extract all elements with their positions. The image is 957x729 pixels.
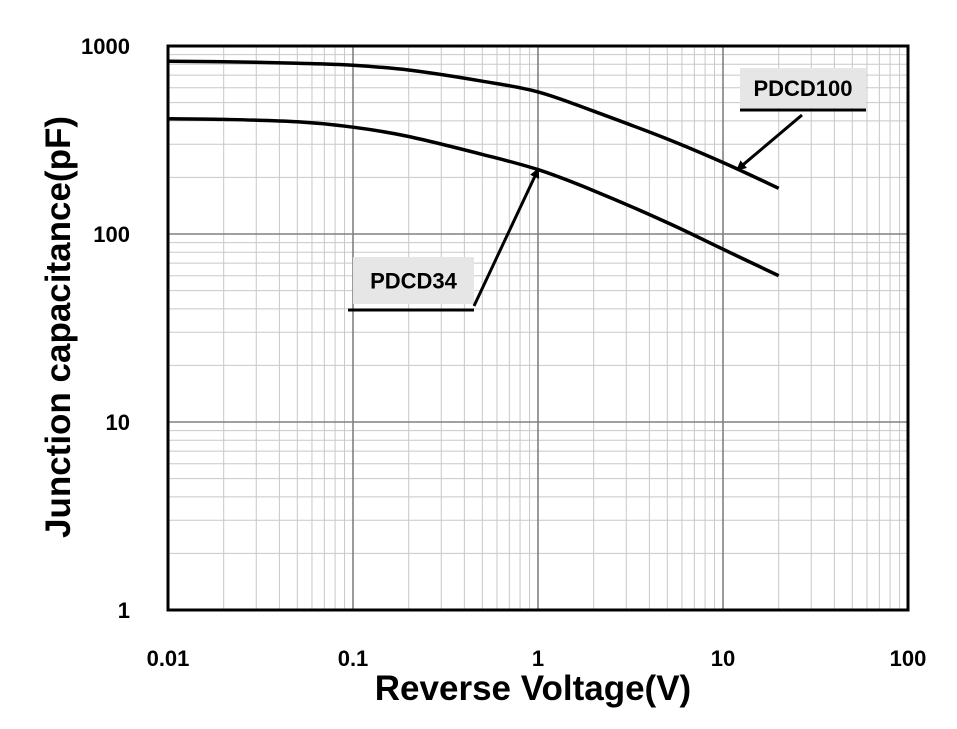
y-tick-label: 100 [93, 222, 130, 247]
series-line-pdcd100 [167, 59, 780, 190]
x-tick-label: 100 [890, 646, 927, 671]
y-tick-label: 10 [106, 410, 130, 435]
plot-frame [166, 44, 910, 612]
annotation-label: PDCD100 [753, 76, 852, 101]
series-layer [167, 59, 780, 278]
y-axis-label: Junction capacitance(pF) [39, 116, 78, 538]
annotation-label: PDCD34 [370, 269, 458, 294]
annotation-arrow [472, 167, 540, 307]
x-tick-label: 0.01 [147, 646, 190, 671]
annotation-arrow [736, 113, 803, 171]
series-line-pdcd34 [167, 117, 780, 278]
annotation-box [740, 68, 866, 108]
x-tick-label: 1 [532, 646, 544, 671]
y-tick-labels: 1 10 100 1000 [81, 34, 130, 623]
annotation-layer: PDCD100 PDCD34 [348, 68, 866, 312]
grid-major-lines [168, 46, 908, 610]
y-tick-label: 1 [118, 598, 130, 623]
x-tick-label: 10 [711, 646, 735, 671]
x-tick-labels: 0.01 0.1 1 10 100 [147, 646, 927, 671]
annotation-box [353, 257, 474, 304]
x-axis-label: Reverse Voltage(V) [375, 669, 691, 708]
y-tick-label: 1000 [81, 34, 130, 59]
x-tick-label: 0.1 [338, 646, 369, 671]
